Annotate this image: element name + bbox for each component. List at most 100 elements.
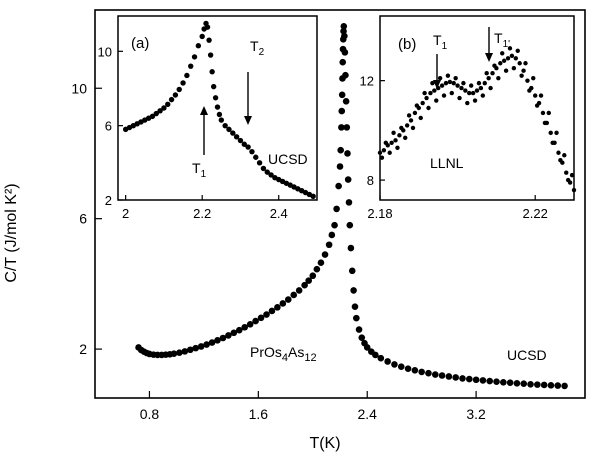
main-data-point	[431, 371, 439, 378]
inset-b-annotations: (b) T1 T1' LLNL	[398, 27, 510, 171]
main-data-point	[561, 382, 568, 390]
main-data-point	[347, 244, 355, 252]
main-y-tick-label: 2	[79, 341, 87, 357]
inset-a-x-tick-label: 2.4	[270, 206, 288, 221]
inset-a-data-point	[264, 169, 270, 175]
main-data-point	[384, 358, 391, 365]
main-data-point	[246, 321, 254, 328]
inset-a-data-point	[226, 126, 232, 133]
inset-a-data-point	[253, 154, 259, 160]
inset-b-data-point	[527, 88, 532, 93]
inset-b-data-point	[484, 70, 489, 76]
inset-b-data-point	[564, 170, 569, 175]
main-data-point	[445, 373, 453, 380]
inset-b-data-point	[517, 61, 522, 66]
inset-b-data-point	[412, 110, 418, 116]
main-data-point	[219, 334, 227, 342]
inset-a-data-point	[268, 172, 274, 178]
inset-b-data-point	[455, 83, 460, 88]
main-data-point	[520, 380, 528, 387]
inset-a-x-tick-label: 2.2	[193, 206, 211, 221]
inset-b-plot: 2.18 2.22 8 12	[360, 15, 575, 221]
inset-a-data-point	[256, 160, 263, 166]
main-data-point	[214, 336, 221, 344]
main-data-point	[397, 363, 405, 370]
inset-b-data-point	[434, 98, 439, 103]
inset-b-data-point	[500, 51, 505, 56]
inset-b-data-point	[531, 75, 536, 81]
main-data-point	[203, 341, 210, 348]
main-data-point	[339, 58, 347, 66]
inset-b-data-point	[377, 150, 383, 155]
inset-b-x-tick-label: 2.22	[523, 206, 548, 221]
inset-b-data-point	[389, 140, 394, 146]
main-data-point	[176, 349, 183, 356]
main-data-point	[513, 380, 521, 387]
inset-a-t2-label: T2	[250, 38, 265, 58]
main-data-point	[252, 317, 259, 325]
main-data-point	[493, 378, 500, 385]
inset-b-data-point	[383, 140, 389, 146]
inset-b-data-point	[445, 73, 451, 78]
main-data-point	[333, 205, 340, 213]
main-data-point	[313, 265, 321, 273]
main-data-point	[325, 241, 333, 249]
main-data-point	[350, 287, 357, 294]
inset-b-data-point	[521, 68, 526, 73]
inset-a-y-tick-label: 10	[98, 44, 112, 59]
main-data-point	[342, 97, 350, 105]
inset-b-data-point	[391, 130, 396, 136]
main-x-tick-label: 3.2	[466, 406, 486, 422]
inset-b-data-point	[480, 93, 486, 98]
inset-b-data-point	[571, 187, 577, 193]
inset-b-data-point	[449, 90, 454, 96]
inset-a-data-point	[195, 43, 202, 49]
main-data-point	[340, 27, 347, 35]
main-data-point	[472, 376, 480, 384]
inset-a-t2-arrowhead	[244, 116, 252, 125]
inset-b-panel-tag: (b)	[398, 36, 416, 53]
inset-a-t1-label: T1	[192, 160, 207, 180]
main-text: T(K) C/T (J/mol K²) PrOs4As12 UCSD	[3, 183, 547, 452]
inset-b-data-point	[519, 73, 524, 78]
main-data-points	[135, 23, 568, 390]
inset-b-data-point	[426, 105, 431, 111]
main-data-point	[279, 300, 287, 307]
main-y-tick-label: 6	[79, 211, 87, 227]
inset-b-data-point	[554, 130, 559, 136]
main-data-point	[328, 231, 336, 239]
main-data-point	[186, 346, 194, 354]
main-data-point	[225, 332, 232, 339]
main-data-point	[235, 326, 243, 334]
main-data-point	[344, 176, 352, 183]
main-data-point	[336, 163, 344, 170]
inset-b-data-point	[420, 100, 425, 106]
main-data-point	[342, 71, 349, 79]
inset-a-data-point	[188, 63, 194, 69]
inset-b-frame	[379, 15, 575, 201]
main-data-point	[452, 374, 459, 381]
main-data-point	[404, 365, 412, 372]
inset-b-data-point	[399, 125, 404, 131]
inset-a-data-point	[310, 193, 316, 199]
inset-a-y-tick-label: 2	[105, 193, 112, 208]
inset-a-y-tick-label: 6	[105, 119, 112, 134]
main-data-point	[353, 314, 360, 322]
main-y-tick-label: 10	[71, 80, 87, 96]
inset-a-data-point	[165, 101, 171, 107]
inset-a-data-point	[222, 122, 228, 129]
inset-b-data-point	[513, 56, 518, 61]
inset-a-x-tick-label: 2	[122, 206, 129, 221]
inset-b-t1-arrowhead	[433, 80, 441, 89]
inset-b-data-point	[488, 85, 493, 91]
inset-b-data-point	[463, 88, 468, 93]
inset-b-data-point	[453, 75, 458, 81]
inset-b-data-point	[548, 130, 553, 136]
inset-a-data-point	[249, 148, 255, 155]
inset-b-data-point	[459, 85, 464, 91]
inset-b-data-point	[533, 93, 538, 98]
main-x-tick-label: 2.4	[357, 406, 377, 422]
compound-label: PrOs4As12	[250, 344, 317, 364]
main-data-point	[418, 368, 425, 376]
